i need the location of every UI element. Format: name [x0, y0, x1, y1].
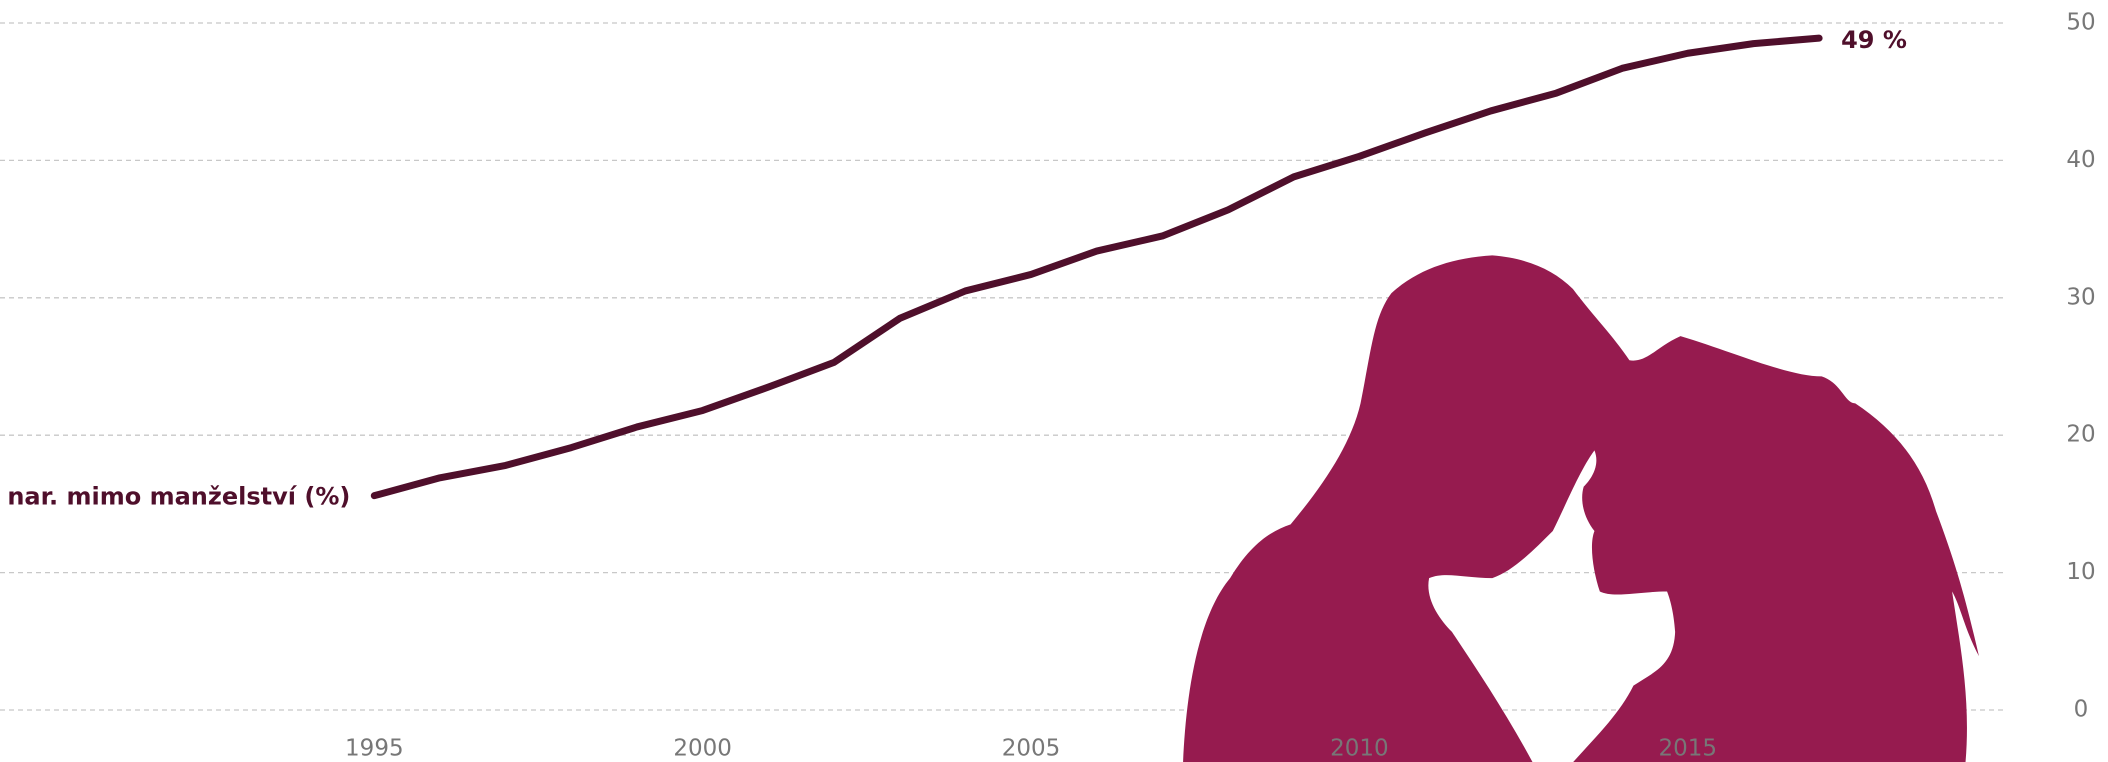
y-tick-label: 10 [2066, 559, 2095, 585]
y-tick-label: 40 [2066, 147, 2095, 173]
series-label: nar. mimo manželství (%) [7, 483, 350, 511]
couple-silhouette [1183, 255, 1979, 762]
x-tick-label: 2010 [1330, 736, 1389, 762]
plot: 0 10 20 30 40 50 1995 2000 2005 2010 2015 nar. mimo… [7, 10, 2095, 762]
series-line [370, 34, 1823, 500]
x-tick-label: 2005 [1002, 736, 1061, 762]
y-tick-label: 0 [2074, 697, 2089, 723]
x-tick-label: 2015 [1659, 736, 1718, 762]
silhouette [1183, 255, 1979, 762]
value-label: 49 % [1841, 26, 1907, 54]
y-tick-label: 30 [2066, 284, 2095, 310]
x-tick-label: 1995 [345, 736, 404, 762]
x-tick-label: 2000 [673, 736, 732, 762]
y-tick-label: 50 [2066, 10, 2095, 36]
y-tick-label: 20 [2066, 422, 2095, 448]
